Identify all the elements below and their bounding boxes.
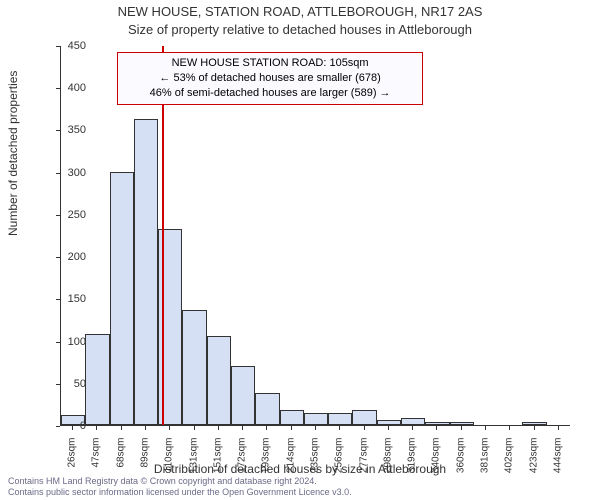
- x-tick-label: 423sqm: [528, 438, 539, 478]
- histogram-bar: [85, 334, 109, 425]
- y-tick-label: 50: [46, 378, 86, 390]
- x-tick-mark: [534, 426, 535, 430]
- y-tick-mark: [56, 88, 60, 89]
- x-tick-label: 151sqm: [212, 438, 223, 478]
- x-tick-mark: [558, 426, 559, 430]
- annotation-box: NEW HOUSE STATION ROAD: 105sqm← 53% of d…: [117, 52, 423, 105]
- x-tick-mark: [72, 426, 73, 430]
- x-tick-label: 89sqm: [140, 438, 151, 478]
- y-tick-label: 250: [46, 209, 86, 221]
- histogram-bar: [231, 366, 255, 425]
- histogram-bar: [134, 119, 158, 425]
- y-tick-label: 200: [46, 251, 86, 263]
- y-tick-label: 400: [46, 82, 86, 94]
- x-tick-label: 319sqm: [407, 438, 418, 478]
- y-tick-mark: [56, 173, 60, 174]
- histogram-bar: [328, 413, 352, 425]
- y-tick-label: 350: [46, 124, 86, 136]
- histogram-bar: [182, 310, 206, 425]
- x-tick-label: 277sqm: [358, 438, 369, 478]
- histogram-bar: [450, 422, 474, 425]
- footer-attribution: Contains HM Land Registry data © Crown c…: [8, 476, 352, 498]
- x-tick-label: 381sqm: [480, 438, 491, 478]
- histogram-bar: [352, 410, 376, 425]
- y-tick-mark: [56, 384, 60, 385]
- y-tick-label: 0: [46, 420, 86, 432]
- x-tick-mark: [509, 426, 510, 430]
- y-tick-label: 150: [46, 293, 86, 305]
- x-tick-label: 340sqm: [431, 438, 442, 478]
- y-tick-mark: [56, 426, 60, 427]
- x-tick-mark: [412, 426, 413, 430]
- x-tick-label: 235sqm: [310, 438, 321, 478]
- y-tick-mark: [56, 299, 60, 300]
- x-tick-mark: [145, 426, 146, 430]
- x-tick-mark: [364, 426, 365, 430]
- x-tick-label: 131sqm: [188, 438, 199, 478]
- x-tick-mark: [291, 426, 292, 430]
- y-tick-mark: [56, 46, 60, 47]
- footer-line1: Contains HM Land Registry data © Crown c…: [8, 476, 352, 487]
- x-tick-label: 214sqm: [285, 438, 296, 478]
- y-tick-label: 450: [46, 40, 86, 52]
- y-tick-mark: [56, 130, 60, 131]
- annotation-line: NEW HOUSE STATION ROAD: 105sqm: [124, 56, 416, 71]
- x-tick-mark: [121, 426, 122, 430]
- y-axis-label: Number of detached properties: [6, 71, 20, 236]
- y-tick-label: 300: [46, 167, 86, 179]
- x-tick-label: 360sqm: [455, 438, 466, 478]
- annotation-line: 46% of semi-detached houses are larger (…: [124, 86, 416, 101]
- histogram-bar: [304, 413, 328, 425]
- chart-plot-area: NEW HOUSE STATION ROAD: 105sqm← 53% of d…: [60, 46, 570, 426]
- histogram-bar: [377, 420, 401, 425]
- histogram-bar: [425, 422, 449, 425]
- histogram-bar: [207, 336, 231, 425]
- x-tick-label: 256sqm: [334, 438, 345, 478]
- x-tick-mark: [218, 426, 219, 430]
- x-tick-mark: [194, 426, 195, 430]
- annotation-line: ← 53% of detached houses are smaller (67…: [124, 71, 416, 86]
- histogram-bar: [401, 418, 425, 425]
- y-tick-mark: [56, 215, 60, 216]
- x-tick-label: 444sqm: [552, 438, 563, 478]
- x-tick-mark: [461, 426, 462, 430]
- x-tick-mark: [242, 426, 243, 430]
- histogram-bar: [522, 422, 546, 425]
- histogram-bar: [255, 393, 279, 425]
- x-tick-label: 402sqm: [504, 438, 515, 478]
- x-tick-label: 26sqm: [67, 438, 78, 478]
- x-tick-mark: [169, 426, 170, 430]
- x-tick-label: 47sqm: [91, 438, 102, 478]
- x-tick-label: 193sqm: [261, 438, 272, 478]
- x-tick-mark: [388, 426, 389, 430]
- y-tick-mark: [56, 257, 60, 258]
- x-tick-label: 110sqm: [164, 438, 175, 478]
- y-tick-label: 100: [46, 336, 86, 348]
- x-tick-label: 68sqm: [115, 438, 126, 478]
- x-tick-mark: [266, 426, 267, 430]
- x-tick-mark: [436, 426, 437, 430]
- y-tick-mark: [56, 342, 60, 343]
- x-tick-mark: [485, 426, 486, 430]
- histogram-bar: [280, 410, 304, 425]
- footer-line2: Contains public sector information licen…: [8, 487, 352, 498]
- x-tick-label: 172sqm: [237, 438, 248, 478]
- chart-title-line2: Size of property relative to detached ho…: [0, 22, 600, 37]
- x-tick-mark: [315, 426, 316, 430]
- x-tick-mark: [339, 426, 340, 430]
- histogram-bar: [110, 172, 134, 425]
- x-tick-label: 298sqm: [382, 438, 393, 478]
- x-tick-mark: [96, 426, 97, 430]
- chart-title-line1: NEW HOUSE, STATION ROAD, ATTLEBOROUGH, N…: [0, 4, 600, 19]
